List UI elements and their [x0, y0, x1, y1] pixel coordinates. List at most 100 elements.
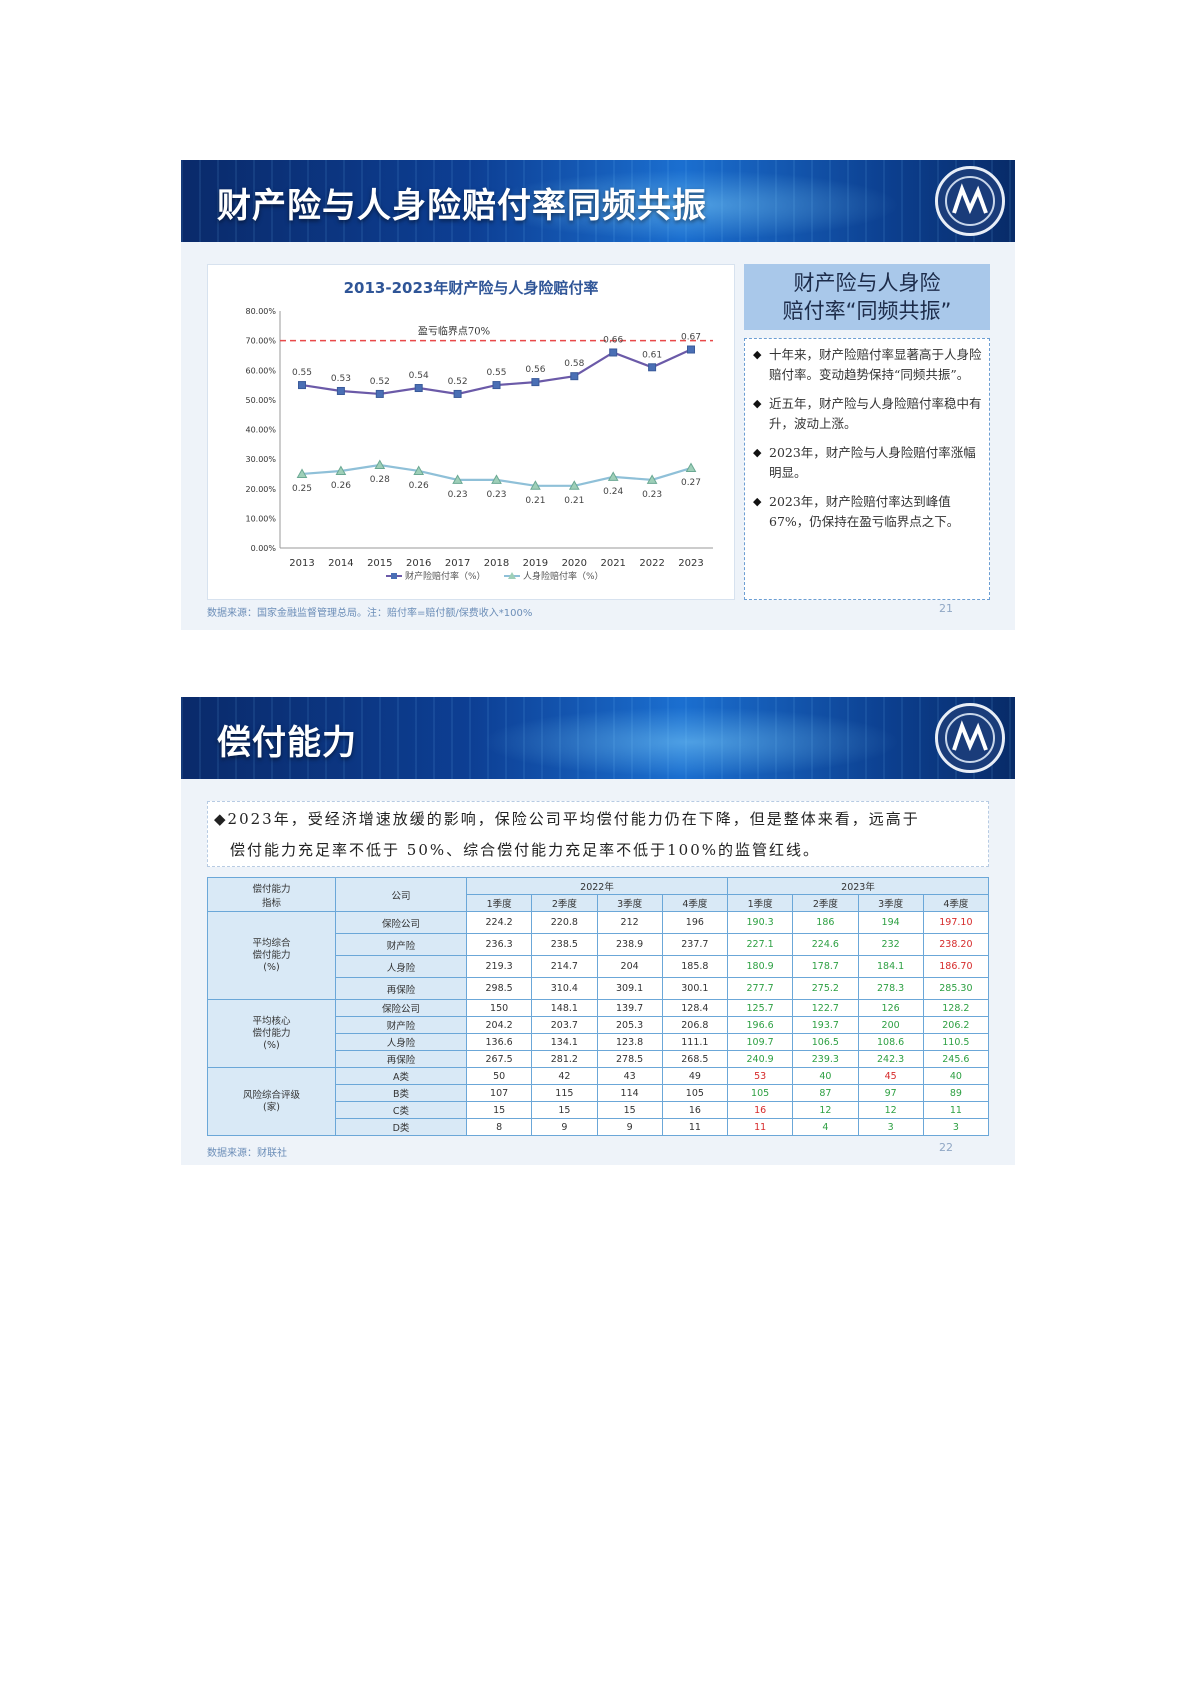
value-cell: 267.5 — [465, 1050, 533, 1068]
legend-label: 财产险赔付率（%） — [405, 570, 486, 582]
table-row: C类 15 15 15 16 16 12 12 11 — [208, 1101, 990, 1119]
data-label: 0.24 — [603, 487, 623, 497]
value-cell: 206.8 — [661, 1016, 729, 1034]
value-cell: 11 — [726, 1118, 794, 1136]
header-indicator: 偿付能力 指标 — [207, 877, 336, 912]
data-label: 0.26 — [331, 481, 351, 491]
data-label: 0.21 — [525, 496, 545, 506]
company-cell: 财产险 — [335, 933, 467, 956]
value-cell: 300.1 — [661, 977, 729, 1000]
page-number: 22 — [939, 1141, 953, 1154]
data-label: 0.21 — [564, 496, 584, 506]
data-label: 0.55 — [292, 368, 312, 378]
value-cell: 180.9 — [726, 955, 794, 978]
slide-banner: 偿付能力 — [181, 697, 1015, 779]
value-cell: 87 — [792, 1084, 859, 1102]
value-cell: 97 — [857, 1084, 924, 1102]
threshold-label: 盈亏临界点70% — [418, 325, 490, 338]
data-label: 0.28 — [370, 475, 390, 485]
table-row: 人身险 219.3 214.7 204 185.8 180.9 178.7 184.1 186.… — [208, 955, 990, 978]
banner-title: 财产险与人身险赔付率同频共振 — [217, 186, 707, 226]
intro-line1: ◆2023年，受经济增速放缓的影响，保险公司平均偿付能力仍在下降，但是整体来看，… — [214, 810, 920, 828]
value-cell: 11 — [922, 1101, 990, 1119]
data-label: 0.56 — [525, 365, 545, 375]
value-cell: 150 — [465, 999, 533, 1017]
y-tick-label: 10.00% — [245, 514, 276, 523]
value-cell: 15 — [465, 1101, 533, 1119]
x-tick-label: 2016 — [406, 558, 431, 569]
value-cell: 16 — [661, 1101, 729, 1119]
value-cell: 238.20 — [922, 933, 990, 956]
y-tick-label: 50.00% — [245, 396, 276, 405]
bullet-text: 2023年，财产险与人身险赔付率涨幅明显。 — [769, 445, 976, 480]
value-cell: 186.70 — [922, 955, 990, 978]
data-label: 0.52 — [370, 377, 390, 387]
bullet-text: 2023年，财产险赔付率达到峰值67%，仍保持在盈亏临界点之下。 — [769, 494, 960, 529]
side-title: 财产险与人身险 赔付率“同频共振” — [744, 264, 990, 330]
intro-line2: 偿付能力充足率不低于 50%、综合偿付能力充足率不低于100%的监管红线。 — [230, 841, 820, 859]
data-label: 0.61 — [642, 350, 662, 360]
company-cell: 人身险 — [335, 1033, 467, 1051]
x-tick-label: 2022 — [639, 558, 664, 569]
header-year-2023: 2023年 — [727, 877, 989, 895]
x-tick-label: 2014 — [328, 558, 353, 569]
data-point — [646, 474, 658, 484]
value-cell: 240.9 — [726, 1050, 794, 1068]
y-tick-label: 20.00% — [245, 485, 276, 494]
chart-svg: 2013-2023年财产险与人身险赔付率 0.00% 10.00% 20.00% 30.… — [245, 279, 713, 582]
table-row: 财产险 204.2 203.7 205.3 206.8 196.6 193.7 200 206.… — [208, 1016, 990, 1034]
data-point — [607, 471, 619, 481]
value-cell: 196 — [661, 911, 729, 934]
data-label: 0.55 — [486, 368, 506, 378]
value-cell: 236.3 — [465, 933, 533, 956]
value-cell: 245.6 — [922, 1050, 990, 1068]
header-quarter: 1季度 — [465, 894, 533, 912]
company-cell: 人身险 — [335, 955, 467, 978]
value-cell: 49 — [661, 1067, 729, 1085]
value-cell: 200 — [857, 1016, 924, 1034]
chart-title: 2013-2023年财产险与人身险赔付率 — [344, 279, 599, 297]
value-cell: 16 — [726, 1101, 794, 1119]
data-point — [648, 363, 657, 372]
data-point — [531, 378, 540, 387]
value-cell: 232 — [857, 933, 924, 956]
data-point — [685, 462, 697, 473]
x-tick-label: 2021 — [600, 558, 625, 569]
value-cell: 50 — [465, 1067, 533, 1085]
data-point — [414, 384, 423, 393]
diamond-icon: ◆ — [753, 348, 762, 361]
header-quarter: 2季度 — [792, 894, 859, 912]
value-cell: 128.4 — [661, 999, 729, 1017]
header-year-2022: 2022年 — [466, 877, 728, 895]
company-cell: B类 — [335, 1084, 467, 1102]
value-cell: 15 — [596, 1101, 663, 1119]
intro-text: ◆2023年，受经济增速放缓的影响，保险公司平均偿付能力仍在下降，但是整体来看，… — [207, 801, 989, 867]
data-label: 0.23 — [448, 490, 468, 500]
value-cell: 309.1 — [596, 977, 663, 1000]
value-cell: 105 — [661, 1084, 729, 1102]
value-cell: 11 — [661, 1118, 729, 1136]
x-tick-label: 2013 — [289, 558, 314, 569]
company-cell: 再保险 — [335, 1050, 467, 1068]
value-cell: 298.5 — [465, 977, 533, 1000]
data-point — [687, 345, 695, 354]
side-title-line1: 财产险与人身险 — [793, 271, 941, 295]
value-cell: 12 — [792, 1101, 859, 1119]
table-header-row: 偿付能力 指标 公司 2022年 2023年 — [207, 877, 989, 912]
value-cell: 205.3 — [596, 1016, 663, 1034]
value-cell: 109.7 — [726, 1033, 794, 1051]
value-cell: 128.2 — [922, 999, 990, 1017]
data-label: 0.23 — [486, 490, 506, 500]
value-cell: 193.7 — [792, 1016, 859, 1034]
value-cell: 285.30 — [922, 977, 990, 1000]
header-quarter: 3季度 — [596, 894, 663, 912]
slide-claims-ratio: 财产险与人身险赔付率同频共振 2013-2023年财产险与人身险赔付率 0.00%… — [181, 160, 1015, 630]
value-cell: 204.2 — [465, 1016, 533, 1034]
data-label: 0.52 — [448, 377, 468, 387]
diamond-icon: ◆ — [753, 495, 762, 508]
value-cell: 89 — [922, 1084, 990, 1102]
value-cell: 190.3 — [726, 911, 794, 934]
value-cell: 114 — [596, 1084, 663, 1102]
value-cell: 12 — [857, 1101, 924, 1119]
data-point — [452, 474, 463, 484]
